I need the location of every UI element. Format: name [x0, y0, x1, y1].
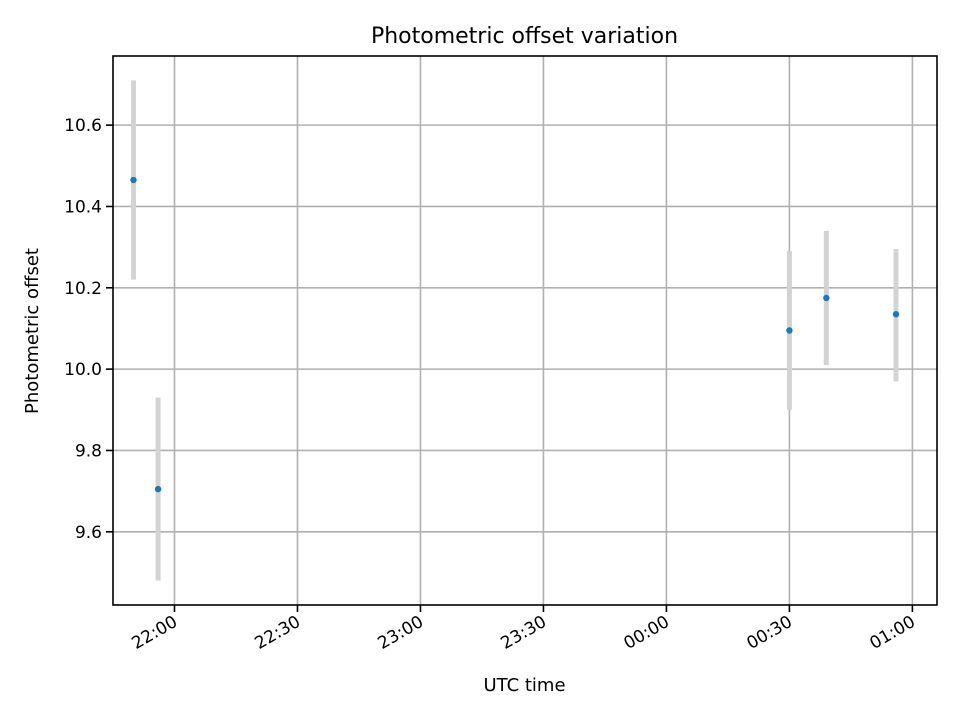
y-tick-label: 10.6: [64, 116, 102, 136]
y-tick-label: 10.0: [64, 360, 102, 380]
data-point: [786, 327, 793, 334]
data-point: [130, 176, 137, 184]
x-tick-label: 22:00: [129, 612, 181, 654]
x-tick-label: 00:30: [743, 612, 795, 654]
y-tick-label: 10.2: [64, 279, 102, 299]
data-points: [130, 176, 900, 493]
y-tick-label: 9.8: [75, 441, 102, 461]
error-bars: [130, 80, 899, 581]
grid: [113, 56, 937, 605]
x-tick-label: 23:30: [498, 612, 550, 654]
plot-frame: [112, 55, 938, 606]
y-axis-ticks: 9.6 9.8 10.0 10.2 10.4 10.6: [64, 116, 113, 543]
x-tick-label: 00:00: [620, 612, 672, 654]
x-axis-label: UTC time: [483, 675, 565, 696]
data-point: [154, 485, 162, 493]
y-tick-label: 10.4: [64, 197, 102, 217]
chart-title: Photometric offset variation: [371, 24, 678, 49]
x-tick-label: 23:00: [375, 612, 427, 654]
y-axis-label: Photometric offset: [22, 248, 43, 414]
data-point: [823, 294, 830, 302]
x-axis-ticks: 22:00 22:30 23:00 23:30 00:00 00:30 01:00: [129, 605, 919, 654]
y-tick-label: 9.6: [75, 523, 102, 543]
x-tick-label: 01:00: [866, 612, 918, 654]
x-tick-label: 22:30: [252, 612, 304, 654]
data-point: [892, 311, 900, 318]
